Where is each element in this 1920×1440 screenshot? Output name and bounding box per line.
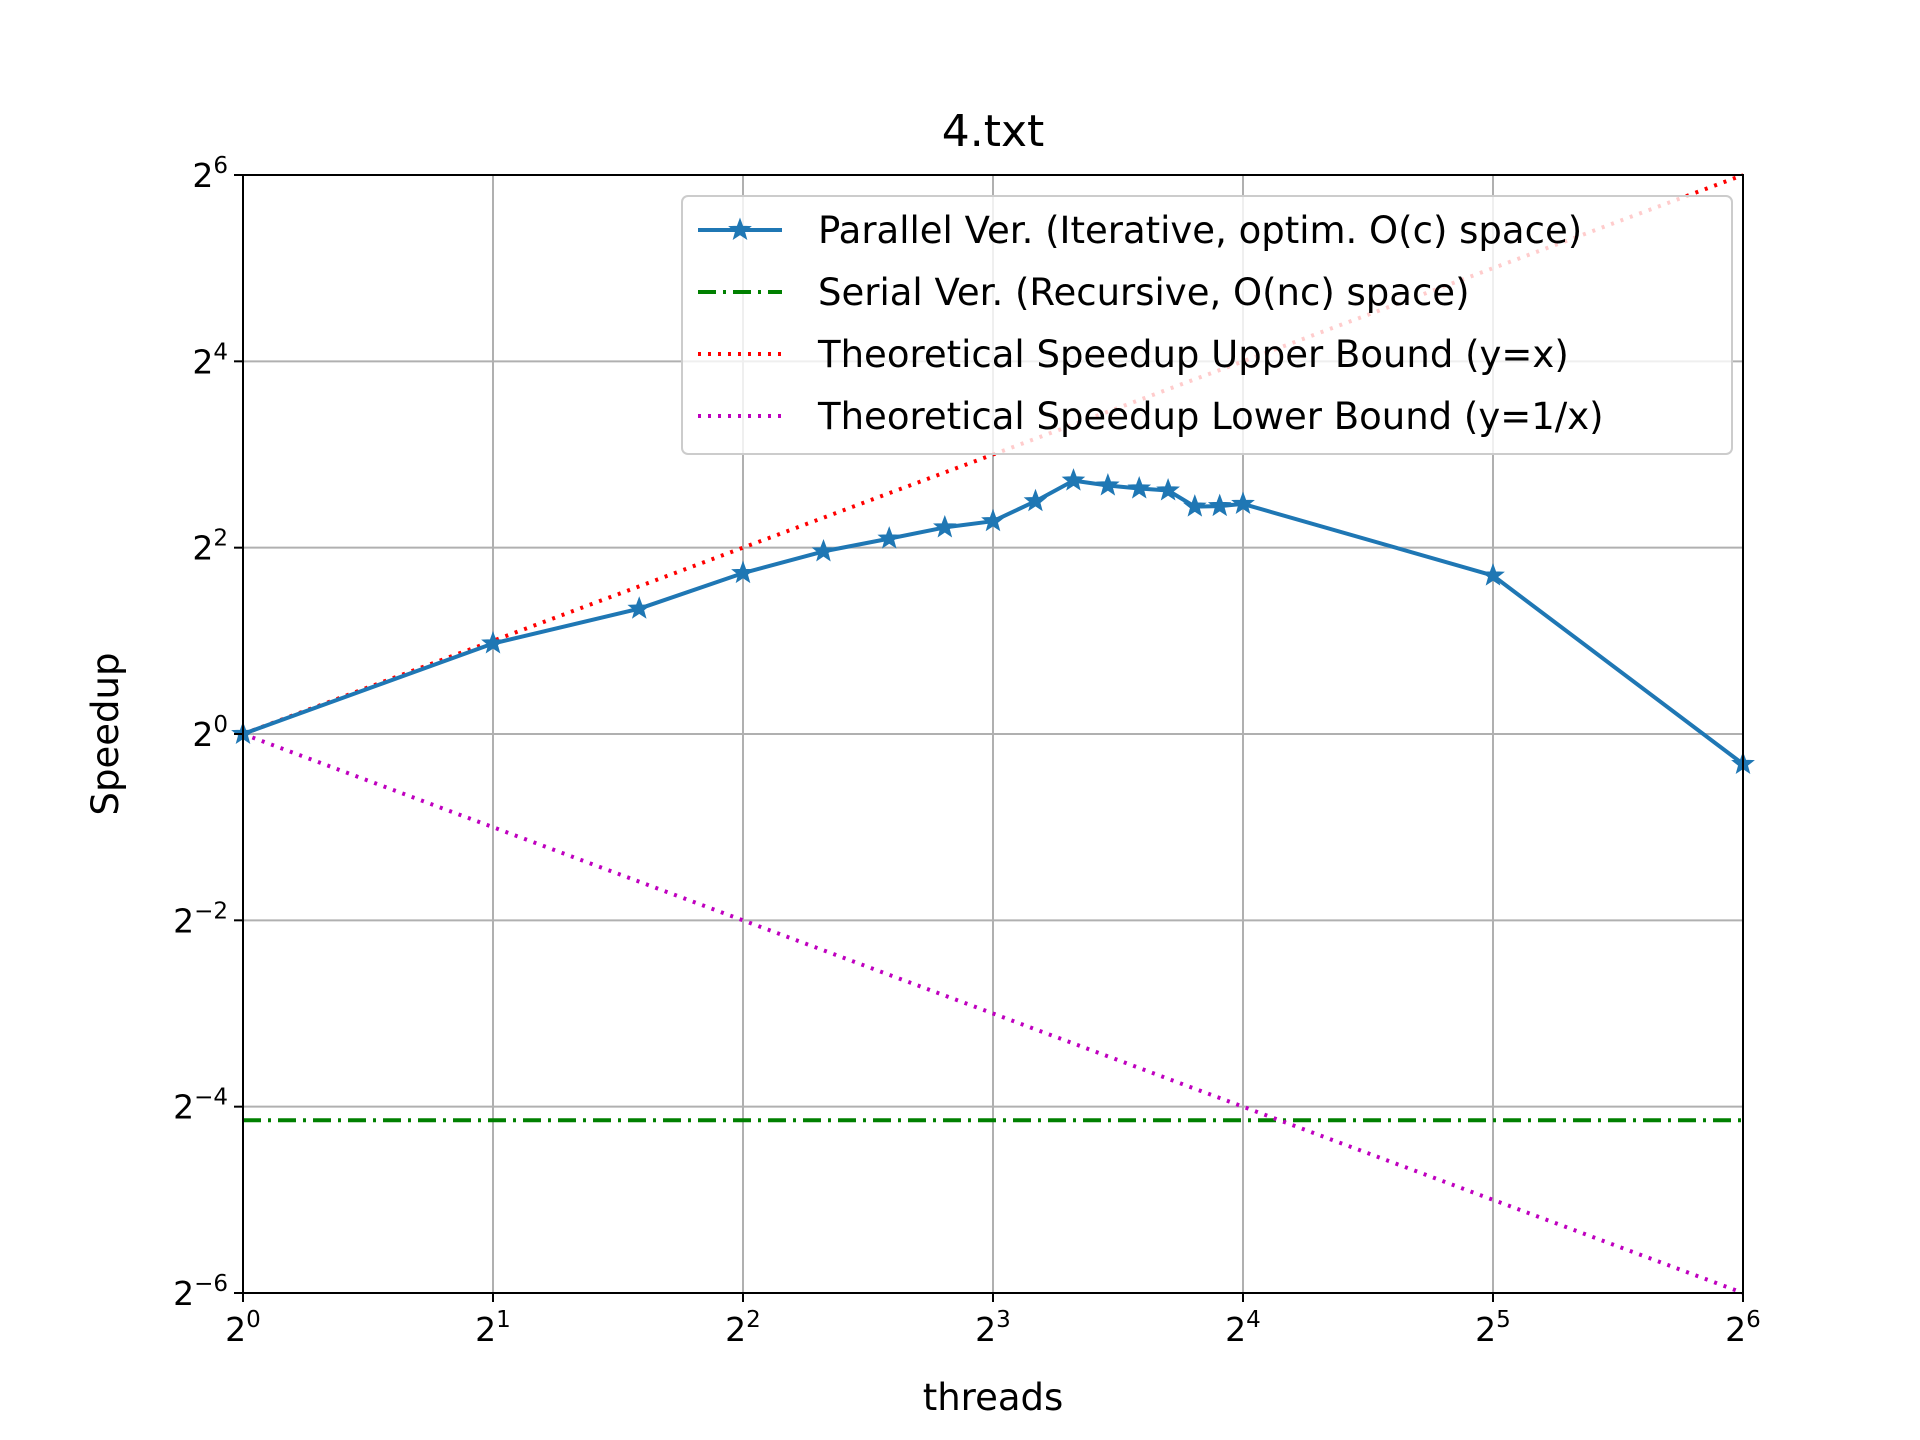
data-point-star xyxy=(731,560,755,584)
data-point-star xyxy=(811,538,836,562)
x-tick-label: 25 xyxy=(1475,1307,1511,1349)
y-tick-label: 26 xyxy=(192,153,228,195)
legend-label: Theoretical Speedup Lower Bound (y=1/x) xyxy=(817,395,1604,438)
x-tick-label: 22 xyxy=(725,1307,761,1349)
data-point-star xyxy=(1481,563,1505,586)
x-tick-label: 21 xyxy=(475,1307,511,1349)
x-tick-label: 24 xyxy=(1225,1307,1261,1349)
x-tick-label: 26 xyxy=(1725,1307,1761,1349)
y-tick-label: 20 xyxy=(192,712,228,754)
data-point-star xyxy=(1207,493,1232,517)
data-point-star xyxy=(1183,494,1207,517)
y-tick-label: 2−4 xyxy=(173,1085,228,1127)
x-tick-label: 20 xyxy=(225,1307,261,1349)
legend-label: Parallel Ver. (Iterative, optim. O(c) sp… xyxy=(818,209,1582,252)
data-point-star xyxy=(1023,488,1048,512)
legend: Parallel Ver. (Iterative, optim. O(c) sp… xyxy=(681,195,1733,455)
y-tick-label: 24 xyxy=(192,339,228,381)
data-point-star xyxy=(1061,468,1086,491)
x-ticks: 20 21 22 23 24 25 26 xyxy=(225,1293,1761,1349)
data-point-star xyxy=(981,508,1005,532)
y-tick-label: 2−2 xyxy=(173,898,228,940)
data-point-star xyxy=(1127,476,1152,499)
x-tick-label: 23 xyxy=(975,1307,1011,1349)
data-point-star xyxy=(933,514,957,538)
y-tick-label: 2−6 xyxy=(173,1271,228,1313)
legend-label: Theoretical Speedup Upper Bound (y=x) xyxy=(817,333,1569,376)
data-point-star xyxy=(877,526,902,549)
y-ticks: 2−6 2−4 2−2 20 22 24 26 xyxy=(173,153,243,1313)
legend-marker xyxy=(728,217,752,241)
data-point-star xyxy=(1231,491,1255,514)
data-point-star xyxy=(1096,473,1120,496)
data-point-star xyxy=(627,596,652,619)
y-tick-label: 22 xyxy=(192,526,228,568)
y-axis-label: Speedup xyxy=(84,653,127,816)
data-point-star xyxy=(1156,478,1180,501)
series-line-3 xyxy=(242,732,1744,1295)
data-point-star xyxy=(481,631,505,654)
legend-label: Serial Ver. (Recursive, O(nc) space) xyxy=(818,271,1470,314)
chart-title: 4.txt xyxy=(942,106,1045,157)
x-axis-label: threads xyxy=(923,1376,1064,1419)
legend-box xyxy=(681,195,1733,455)
